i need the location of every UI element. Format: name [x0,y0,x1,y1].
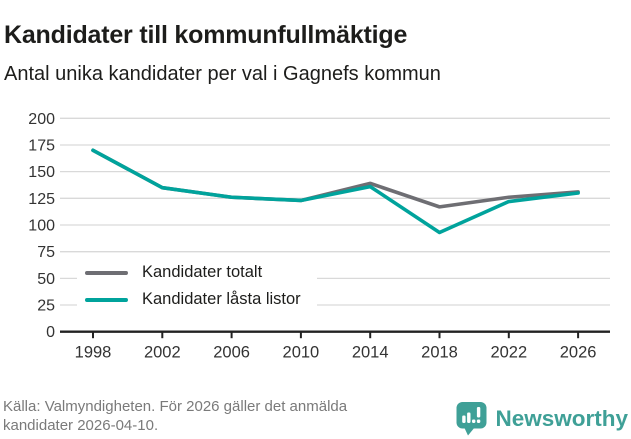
svg-text:200: 200 [28,111,55,128]
svg-text:2022: 2022 [490,344,527,362]
source-note: Källa: Valmyndigheten. För 2026 gäller d… [3,398,348,434]
y-gridlines [60,117,610,306]
legend-label-kandidater-totalt: Kandidater totalt [142,263,263,281]
svg-text:1998: 1998 [75,344,112,362]
svg-text:2010: 2010 [283,344,320,362]
svg-text:25: 25 [37,298,55,315]
chart-subtitle: Antal unika kandidater per val i Gagnefs… [4,63,441,85]
legend-item-kandidater-totalt: Kandidater totalt [85,259,301,286]
svg-text:125: 125 [28,191,55,208]
newsworthy-logo: Newsworthy [455,401,628,436]
svg-text:50: 50 [37,271,55,288]
svg-text:2018: 2018 [421,344,458,362]
svg-text:75: 75 [37,244,55,261]
chart-title: Kandidater till kommunfullmäktige [4,20,408,49]
y-axis-labels: 0 25 50 75 100 125 150 175 200 [28,111,55,341]
svg-text:2026: 2026 [560,344,597,362]
svg-text:175: 175 [28,137,55,154]
series-line-kandidater-lasta-listor [91,148,580,235]
svg-text:100: 100 [28,218,55,235]
legend-item-kandidater-lasta-listor: Kandidater låsta listor [85,286,301,313]
legend-label-kandidater-lasta-listor: Kandidater låsta listor [142,290,301,308]
svg-text:2006: 2006 [213,344,250,362]
svg-text:2014: 2014 [352,344,389,362]
x-axis: 1998 2002 2006 2010 2014 2018 2022 2026 [60,330,610,362]
logo-bars-glyph [462,407,481,423]
newsworthy-bubble-chart-icon [456,402,487,436]
svg-text:0: 0 [46,324,55,341]
chart-legend: Kandidater totalt Kandidater låsta listo… [77,257,317,317]
svg-text:2002: 2002 [144,344,181,362]
logo-bubble [456,402,487,436]
svg-text:150: 150 [28,164,55,181]
legend-swatch-teal-line [85,297,128,302]
legend-swatch-gray-line [85,270,128,275]
newsworthy-wordmark: Newsworthy [495,405,628,431]
